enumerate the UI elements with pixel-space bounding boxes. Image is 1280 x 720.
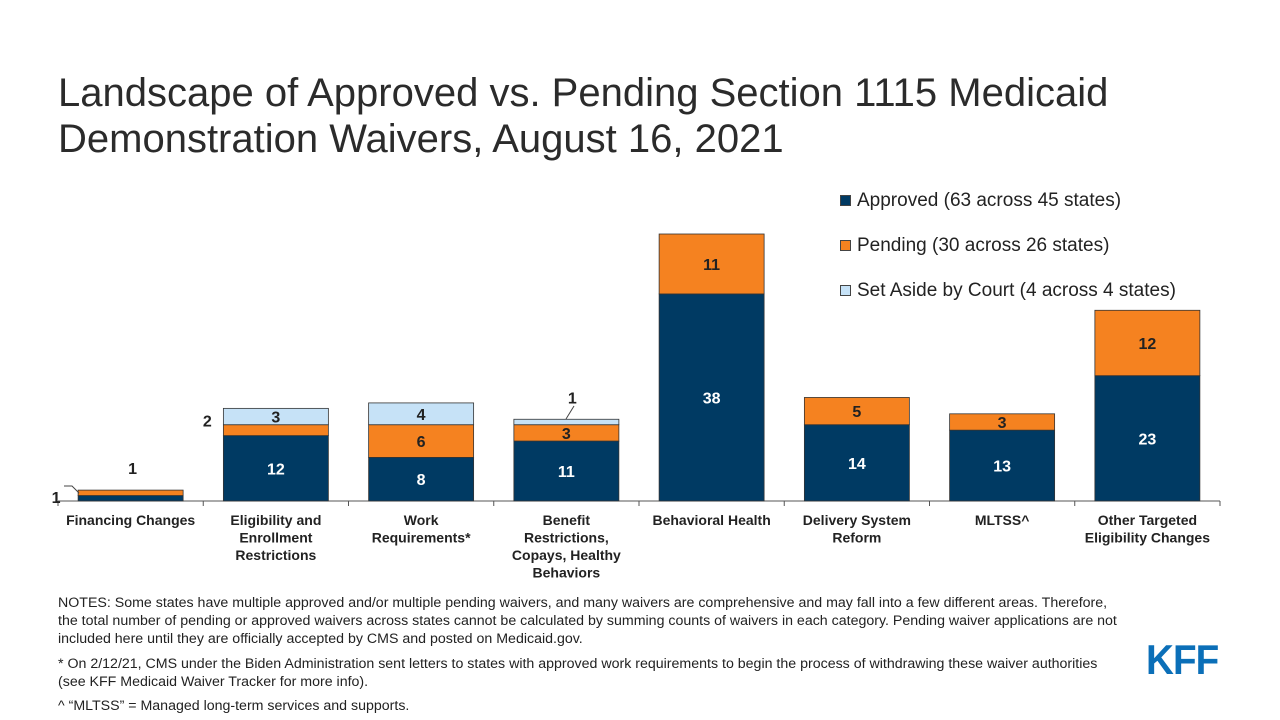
chart-title: Landscape of Approved vs. Pending Sectio…: [58, 71, 1109, 161]
category-label: Work: [404, 512, 439, 528]
legend-swatch-approved: [840, 195, 851, 206]
legend-label-set-aside: Set Aside by Court (4 across 4 states): [857, 279, 1176, 301]
data-label: 13: [993, 459, 1011, 476]
bar-segment: [1094, 309, 1201, 377]
data-label: 14: [848, 456, 866, 473]
legend-item-set-aside: Set Aside by Court (4 across 4 states): [840, 268, 1176, 313]
category-label: Other Targeted: [1098, 512, 1197, 528]
category-label: Restrictions,: [524, 530, 609, 546]
data-label: 3: [271, 410, 280, 427]
bar-segment: [1094, 375, 1201, 502]
data-label: 6: [417, 434, 426, 451]
data-label: 1: [128, 461, 137, 478]
legend-label-pending: Pending (30 across 26 states): [857, 234, 1110, 256]
category-label: Behaviors: [533, 565, 601, 581]
bar-segment: [513, 418, 620, 426]
bar-segment: [368, 424, 475, 458]
leader-line: [64, 485, 80, 494]
category-label: Financing Changes: [66, 512, 195, 528]
category-label: Enrollment: [239, 530, 312, 546]
legend: Approved (63 across 45 states) Pending (…: [840, 178, 1176, 313]
data-label: 4: [417, 407, 426, 424]
data-label: 12: [1138, 336, 1156, 353]
data-label: 11: [558, 464, 575, 481]
category-label: Requirements*: [372, 530, 471, 546]
bar-segment: [803, 397, 910, 426]
category-label: Reform: [832, 530, 881, 546]
data-label: 3: [562, 426, 571, 443]
footnote-mltss: ^ “MLTSS” = Managed long-term services a…: [58, 698, 410, 714]
category-label: Copays, Healthy: [512, 547, 621, 563]
legend-item-pending: Pending (30 across 26 states): [840, 223, 1176, 268]
data-label: 5: [852, 404, 861, 421]
data-label: 38: [703, 390, 721, 407]
bar-segment: [949, 429, 1056, 502]
data-label: 12: [267, 461, 285, 478]
bar-segment: [222, 407, 329, 426]
data-label: 1: [568, 390, 577, 407]
category-label: Eligibility Changes: [1085, 530, 1210, 546]
footnote-work-requirements: * On 2/12/21, CMS under the Biden Admini…: [58, 656, 1098, 690]
category-label: Benefit: [543, 512, 591, 528]
data-label: 1: [52, 490, 61, 507]
legend-label-approved: Approved (63 across 45 states): [857, 189, 1122, 211]
category-label: Restrictions: [235, 547, 316, 563]
legend-swatch-set-aside: [840, 285, 851, 296]
data-label: 8: [417, 472, 426, 489]
bar-segment: [368, 402, 475, 426]
leader-line: [565, 405, 575, 420]
category-label: Behavioral Health: [652, 512, 770, 528]
category-label: MLTSS^: [975, 512, 1030, 528]
notes-text: NOTES: Some states have multiple approve…: [58, 595, 1117, 647]
bar-segment: [77, 495, 184, 502]
data-label: 2: [203, 414, 212, 431]
legend-item-approved: Approved (63 across 45 states): [840, 178, 1176, 223]
bar-segment: [658, 293, 765, 502]
data-label: 23: [1138, 431, 1156, 448]
bar-segment: [222, 435, 329, 502]
bar-segment: [803, 424, 910, 502]
bar-segment: [658, 233, 765, 295]
kff-logo: KFF: [1146, 636, 1219, 683]
legend-swatch-pending: [840, 240, 851, 251]
data-label: 3: [998, 415, 1007, 432]
data-label: 11: [703, 257, 720, 274]
category-label: Eligibility and: [230, 512, 321, 528]
bar-segment: [949, 413, 1056, 431]
category-label: Delivery System: [803, 512, 911, 528]
bar-segment: [77, 489, 184, 496]
